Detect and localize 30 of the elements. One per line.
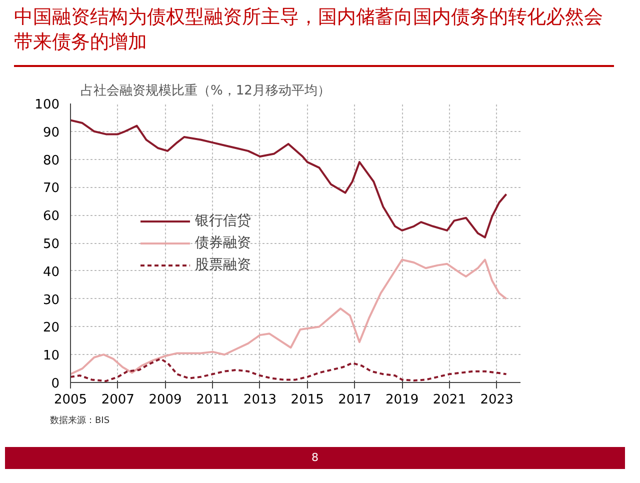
legend-label: 股票融资 [195,256,251,274]
y-tick-label: 0 [51,376,60,392]
y-tick-label: 10 [42,348,60,364]
x-tick-label: 2017 [338,392,372,408]
y-tick-label: 90 [42,125,60,140]
y-tick-label: 70 [42,181,60,196]
text: 8 [312,450,318,466]
y-tick-label: 100 [34,98,60,112]
x-tick-label: 2019 [386,392,419,408]
x-tick-label: 2009 [148,392,182,408]
line-series [70,358,508,382]
x-tick-label: 2015 [290,392,324,408]
y-tick-label: 20 [42,320,60,336]
y-tick-label: 80 [42,153,60,168]
x-tick-label: 2005 [54,392,88,408]
x-tick-label: 2011 [196,392,230,408]
legend-label: 债券融资 [195,234,251,252]
y-tick-label: 40 [42,264,60,280]
x-tick-label: 2013 [243,392,277,408]
line-series [70,258,508,376]
y-tick-label: 60 [42,209,60,224]
x-tick-label: 2023 [480,392,514,408]
x-tick-label: 2007 [101,392,134,408]
y-tick-label: 50 [42,237,60,252]
chart-subtitle: 占社会融资规模比重（%，12月移动平均） [80,84,330,98]
source-note: 数据来源：BIS [50,415,110,428]
chart-title: 中国融资结构为债权型融资所主导，国内储蓄向国内债务的转化必然会带来债务的增加 [14,5,604,54]
y-tick-label: 30 [42,292,60,308]
x-tick-label: 2021 [432,392,466,408]
legend-label: 银行信贷 [195,212,251,230]
